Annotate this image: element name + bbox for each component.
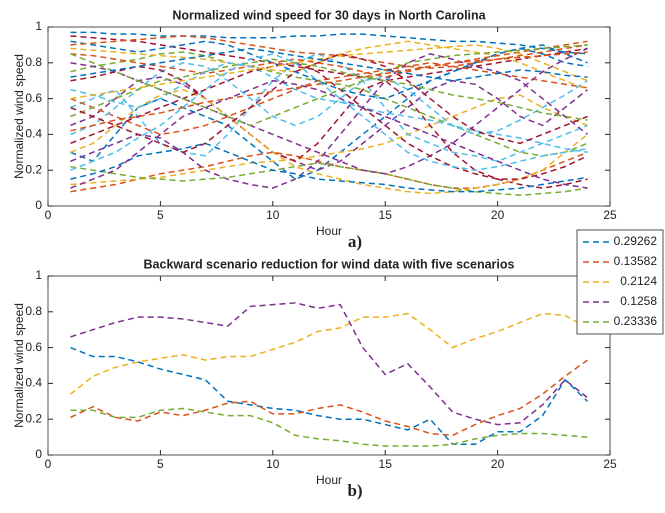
data-line [70, 44, 588, 127]
x-tick-label: 0 [45, 457, 52, 471]
x-tick-label: 15 [379, 208, 393, 222]
y-tick-label: 0.4 [25, 127, 42, 141]
y-tick-label: 0.2 [25, 411, 42, 425]
y-tick-label: 1 [35, 19, 42, 33]
x-tick-label: 20 [491, 457, 505, 471]
x-tick-label: 25 [603, 208, 617, 222]
data-line [70, 62, 588, 180]
y-axis-label: Normalized wind speed [12, 303, 26, 428]
data-line [70, 162, 588, 197]
x-axis-label: Hour [316, 224, 342, 238]
y-axis-label: Normalized wind speed [12, 54, 26, 179]
x-axis-label: Hour [316, 473, 342, 487]
y-tick-label: 0.2 [25, 162, 42, 176]
data-line [70, 76, 588, 172]
x-tick-label: 15 [379, 457, 393, 471]
legend-label: 0.23336 [614, 314, 658, 328]
data-line [70, 62, 588, 154]
data-line [70, 35, 588, 82]
y-tick-label: 0.4 [25, 376, 42, 390]
x-tick-label: 10 [266, 457, 280, 471]
y-tick-label: 0.8 [25, 55, 42, 69]
data-line [70, 58, 588, 121]
legend-label: 0.1258 [620, 294, 657, 308]
data-line [70, 346, 589, 446]
chart-title: Backward scenario reduction for wind dat… [144, 257, 515, 271]
data-line [70, 51, 588, 132]
panel-label: a) [348, 232, 362, 251]
data-line [70, 62, 588, 136]
y-tick-label: 0.8 [25, 304, 42, 318]
y-tick-label: 0 [35, 198, 42, 212]
x-tick-label: 20 [491, 208, 505, 222]
legend-label: 0.2124 [620, 274, 657, 288]
panel-label: b) [347, 481, 362, 500]
data-line [70, 65, 588, 189]
data-line [70, 40, 588, 91]
data-line [70, 302, 588, 426]
data-line [70, 62, 588, 136]
x-tick-label: 5 [157, 457, 164, 471]
data-line [70, 40, 588, 78]
data-line [70, 142, 588, 193]
data-line [70, 79, 588, 189]
x-tick-label: 0 [45, 208, 52, 222]
data-line [70, 53, 588, 154]
legend-label: 0.29262 [614, 234, 658, 248]
y-tick-label: 0.6 [25, 340, 42, 354]
data-line [70, 35, 588, 69]
chart-title: Normalized wind speed for 30 days in Nor… [172, 8, 486, 22]
data-line [70, 94, 588, 186]
y-tick-label: 0.6 [25, 91, 42, 105]
data-line [70, 151, 588, 193]
data-line [70, 53, 588, 171]
data-line [70, 359, 588, 437]
data-line [70, 88, 588, 195]
axes-frame [47, 275, 611, 456]
legend-box [576, 229, 664, 335]
data-line [70, 47, 588, 82]
axes-frame [47, 26, 611, 207]
data-line [70, 31, 588, 55]
data-line [70, 44, 588, 100]
y-tick-label: 1 [35, 268, 42, 282]
y-tick-label: 0 [35, 447, 42, 461]
x-tick-label: 5 [157, 208, 164, 222]
data-line [70, 407, 588, 447]
data-line [70, 40, 588, 100]
x-tick-label: 25 [603, 457, 617, 471]
x-tick-label: 10 [266, 208, 280, 222]
data-line [70, 53, 588, 189]
data-line [70, 312, 588, 395]
legend-label: 0.13582 [614, 254, 658, 268]
